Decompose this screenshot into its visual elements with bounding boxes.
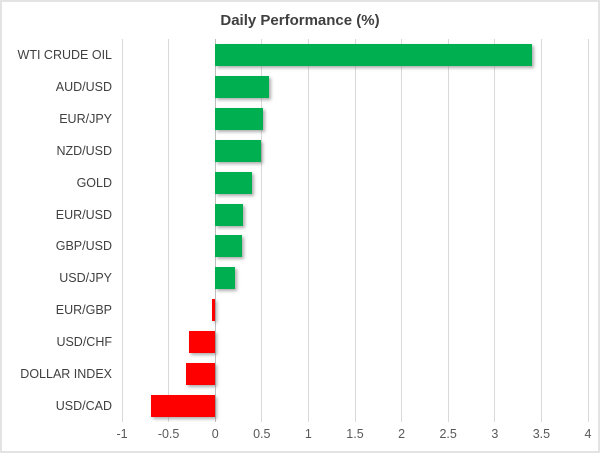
x-tick-label: 0.5 (253, 427, 271, 441)
bar-aud-usd (215, 75, 270, 98)
category-label: GBP/USD (55, 239, 112, 254)
bar-eur-jpy (215, 107, 263, 130)
x-tick-label: 2.5 (439, 427, 457, 441)
bar-wti-crude-oil (215, 43, 533, 66)
category-label: WTI CRUDE OIL (17, 47, 112, 62)
gridline (494, 39, 496, 422)
category-label: AUD/USD (55, 79, 112, 94)
x-tick-label: 1 (304, 427, 312, 441)
category-label: EUR/JPY (59, 111, 112, 126)
category-label: GOLD (76, 175, 112, 190)
bar-nzd-usd (215, 139, 261, 162)
gridline (261, 39, 263, 422)
x-tick-label: 2 (398, 427, 406, 441)
category-label: EUR/GBP (55, 303, 112, 318)
gridline (307, 39, 309, 422)
x-tick-label: 4 (584, 427, 592, 441)
category-label: USD/CHF (56, 335, 112, 350)
value-axis-line (214, 39, 216, 422)
x-tick-label: 1.5 (346, 427, 364, 441)
x-tick-label: -1 (116, 427, 128, 441)
gridline (401, 39, 403, 422)
category-label: DOLLAR INDEX (20, 367, 112, 382)
x-tick-label: -0.5 (157, 427, 180, 441)
category-label: NZD/USD (56, 143, 112, 158)
gridline (168, 39, 170, 422)
bar-usd-chf (189, 331, 216, 354)
x-tick-label: 3.5 (532, 427, 551, 441)
gridline (121, 39, 123, 422)
x-tick-label: 0 (211, 427, 219, 441)
bar-usd-jpy (215, 267, 235, 290)
bar-gbp-usd (215, 235, 243, 258)
chart-title: Daily Performance (%) (220, 12, 380, 29)
x-tick-label: 3 (491, 427, 499, 441)
gridline (447, 39, 449, 422)
category-label: USD/JPY (59, 271, 112, 286)
category-label: USD/CAD (55, 399, 112, 414)
gridline (540, 39, 542, 422)
gridline (354, 39, 356, 422)
bar-eur-gbp (212, 299, 216, 322)
plot-area (121, 39, 589, 422)
category-label: EUR/USD (55, 207, 112, 222)
gridline (587, 39, 589, 422)
bar-eur-usd (215, 203, 244, 226)
bar-dollar-index (186, 363, 216, 386)
bar-usd-cad (150, 395, 216, 418)
bar-gold (215, 171, 253, 194)
